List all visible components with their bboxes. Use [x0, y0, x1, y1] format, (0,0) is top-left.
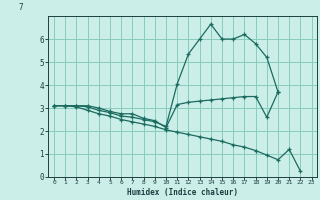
X-axis label: Humidex (Indice chaleur): Humidex (Indice chaleur): [127, 188, 238, 197]
Text: 7: 7: [19, 3, 23, 12]
